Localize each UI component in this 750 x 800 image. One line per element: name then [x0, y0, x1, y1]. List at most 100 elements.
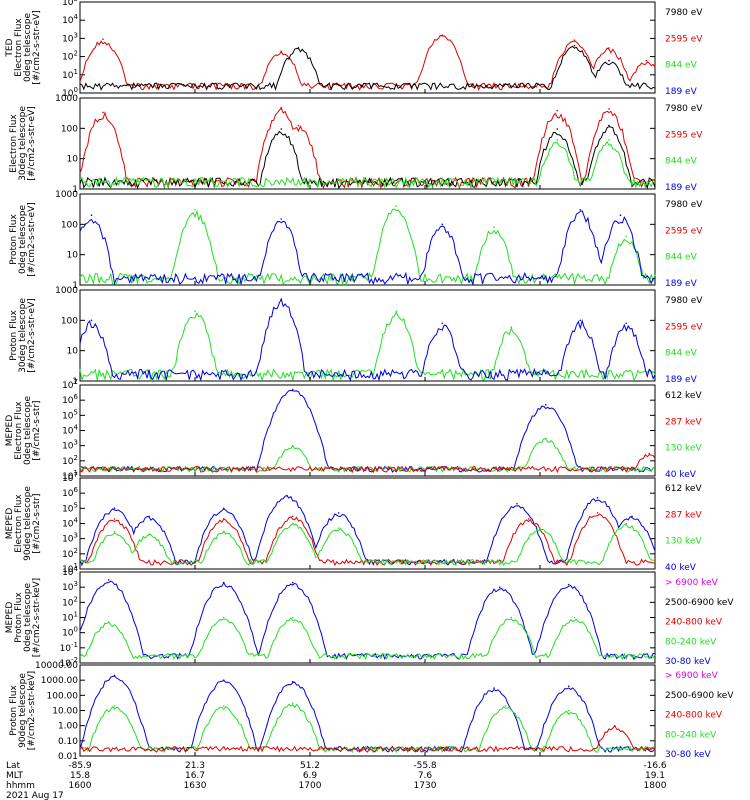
y-tick-label: 103 — [62, 439, 78, 452]
y-tick-label: 1000.00 — [41, 676, 78, 686]
x-tick-mlt: 19.1 — [645, 771, 665, 781]
series-black-line — [79, 126, 656, 190]
y-tick-label: 100 — [61, 220, 78, 230]
series-green-line — [79, 140, 656, 190]
legend-entry: 612 keV — [665, 484, 702, 494]
series-blue-peak — [493, 687, 495, 689]
x-axis-row-label: hhmm — [6, 781, 35, 791]
panel-frame — [79, 571, 656, 664]
x-tick-mlt: 15.8 — [70, 771, 90, 781]
series-blue-peak — [113, 674, 116, 677]
y-axis-label: 0deg telescope — [18, 205, 28, 275]
series-blue-peak — [567, 583, 570, 586]
series-red-peak — [441, 34, 444, 36]
series-green-peak — [625, 235, 628, 238]
series-green-peak — [395, 205, 398, 207]
series-red-peak — [222, 518, 225, 520]
y-axis-label: 30deg telescope — [18, 298, 28, 373]
series-green-peak — [291, 702, 294, 705]
series-red-peak — [291, 515, 294, 518]
y-tick-label: 10000.00 — [35, 661, 78, 671]
series-green-peak — [567, 709, 570, 712]
series-black-peak — [608, 124, 610, 127]
series-blue-peak — [90, 319, 93, 322]
panel-frame — [79, 97, 656, 190]
legend-entry: 189 eV — [665, 375, 698, 385]
series-blue-peak — [498, 586, 501, 588]
legend-entry: 2500-6900 keV — [665, 691, 734, 701]
series-green-peak — [510, 616, 513, 619]
y-tick-label: 105 — [62, 501, 78, 514]
series-blue-peak — [291, 581, 294, 584]
series-black-peak — [573, 44, 576, 47]
legend-entry: 30-80 keV — [665, 750, 711, 760]
series-blue-peak — [222, 507, 225, 510]
series-green-line — [79, 311, 656, 383]
series-green-line — [79, 703, 656, 754]
series-red-line — [79, 34, 656, 91]
panel-7: 10-2 10-1 100 101 102 103 104 MEPED Proton Flux 0… — [5, 565, 734, 669]
y-tick-label: 102 — [62, 454, 78, 467]
series-green-line — [79, 523, 656, 567]
y-tick-label: 1 — [72, 377, 78, 387]
y-tick-label: 1.00 — [58, 722, 78, 732]
y-axis-label: Electron Flux — [14, 401, 24, 460]
series-green-peak — [573, 616, 576, 619]
legend-entry: 2595 eV — [665, 34, 703, 44]
legend-entry: 240-800 keV — [665, 711, 723, 721]
legend-entry: 844 eV — [665, 253, 698, 263]
y-axis-label: MEPED — [5, 602, 15, 634]
series-green-peak — [113, 705, 116, 707]
y-tick-label: 100 — [62, 626, 78, 639]
panel-3: 1 10 100 1000 Proton Flux 0deg telescope [#/cm… — [9, 190, 703, 291]
series-green-peak — [291, 616, 294, 619]
y-axis-label: 30deg telescope — [18, 106, 28, 181]
y-tick-label: 101 — [62, 562, 78, 575]
legend-entry: 189 eV — [665, 183, 698, 193]
x-tick-lat: 51.2 — [300, 761, 320, 771]
legend-entry: 7980 eV — [665, 200, 703, 210]
series-red-line — [79, 724, 656, 753]
y-axis-label: Electron Flux — [14, 494, 24, 553]
panel-frame — [79, 1, 656, 94]
series-blue-peak — [291, 680, 294, 683]
y-axis-label: Proton Flux — [14, 592, 24, 643]
y-axis-label: Proton Flux — [9, 310, 19, 361]
y-tick-label: 10 — [67, 155, 79, 165]
series-red-peak — [297, 124, 300, 127]
legend-entry: 2500-6900 keV — [665, 598, 734, 608]
series-blue-line — [79, 495, 656, 567]
y-tick-label: 100 — [61, 124, 78, 134]
legend-entry: 844 eV — [665, 349, 698, 359]
x-tick-hhmm: 1600 — [69, 781, 92, 791]
legend-entry: 40 keV — [665, 563, 697, 573]
y-tick-label: 100 — [61, 316, 78, 326]
series-blue-peak — [441, 322, 444, 325]
x-axis-row-label: MLT — [6, 771, 24, 781]
y-tick-label: 1 — [72, 281, 78, 291]
series-blue-peak — [631, 515, 633, 518]
y-axis-label: TED — [5, 38, 15, 57]
y-axis-label: [#/cm2-s-str-keV] — [32, 578, 42, 657]
series-black-peak — [297, 47, 300, 49]
legend-entry: 2595 eV — [665, 130, 703, 140]
y-tick-label: 100.00 — [47, 691, 79, 701]
series-green-peak — [291, 522, 294, 525]
series-green-peak — [493, 226, 495, 229]
x-tick-lat: 21.3 — [185, 761, 205, 771]
y-tick-label: 105 — [62, 408, 78, 421]
series-blue-line — [79, 389, 656, 473]
series-green-peak — [625, 522, 628, 525]
y-tick-label: 1000 — [55, 94, 78, 104]
legend-entry: 287 keV — [665, 417, 702, 427]
y-tick-label: 101 — [62, 68, 78, 81]
y-tick-label: 0.10 — [58, 737, 78, 747]
y-axis-label: [#/cm2-s-str-eV] — [32, 10, 42, 85]
x-tick-mlt: 6.9 — [303, 771, 318, 781]
series-black-line — [79, 45, 656, 92]
series-red-peak — [608, 47, 610, 49]
series-blue-peak — [337, 512, 340, 514]
series-blue-peak — [148, 515, 150, 518]
series-blue-peak — [544, 403, 547, 406]
